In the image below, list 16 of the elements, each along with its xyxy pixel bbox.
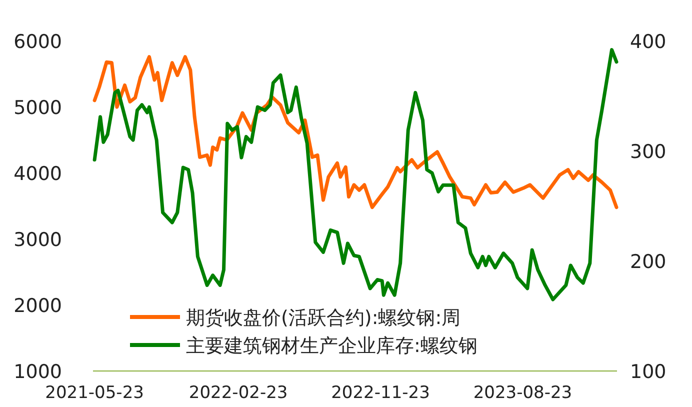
legend-label: 主要建筑钢材生产企业库存:螺纹钢 xyxy=(186,335,478,357)
y-tick-label: 1000 xyxy=(14,361,62,383)
y2-tick-label: 300 xyxy=(630,141,666,163)
y-tick-label: 3000 xyxy=(14,229,62,251)
y-tick-label: 6000 xyxy=(14,31,62,53)
y2-tick-label: 200 xyxy=(630,251,666,273)
y-tick-label: 5000 xyxy=(14,97,62,119)
legend-label: 期货收盘价(活跃合约):螺纹钢:周 xyxy=(186,307,461,329)
y-tick-label: 2000 xyxy=(14,295,62,317)
x-tick-label: 2022-11-23 xyxy=(331,383,430,403)
x-tick-label: 2022-02-23 xyxy=(188,383,288,403)
y2-tick-label: 100 xyxy=(630,361,666,383)
y-tick-label: 4000 xyxy=(14,163,62,185)
x-tick-label: 2021-05-23 xyxy=(45,383,144,403)
y2-tick-label: 400 xyxy=(630,31,666,53)
x-tick-label: 2023-08-23 xyxy=(473,383,572,403)
